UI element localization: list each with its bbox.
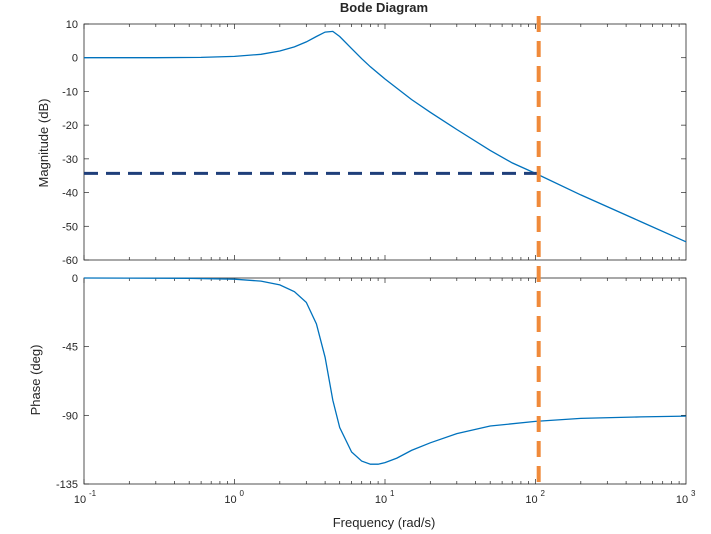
xtick-label: 10 (375, 494, 387, 506)
phase-ytick-label: 0 (72, 273, 78, 285)
phase-axes-box (83, 277, 687, 485)
frequency-xlabel: Frequency (rad/s) (333, 515, 436, 530)
phase-ytick-label: -90 (62, 410, 78, 422)
magnitude-ytick-label: -40 (62, 188, 78, 200)
phase-ylabel: Phase (deg) (28, 345, 43, 416)
phase-ytick-label: -135 (56, 479, 78, 491)
xtick-exponent: 0 (240, 489, 245, 498)
xtick-label: 10 (224, 494, 236, 506)
magnitude-ytick-label: -20 (62, 120, 78, 132)
magnitude-ytick-label: 0 (72, 53, 78, 65)
magnitude-axes-box (83, 23, 687, 261)
magnitude-panel: 10 0 -10 -20 -30 -40 -50 -60 (62, 19, 687, 267)
magnitude-ytick-label: -60 (62, 255, 78, 267)
xtick-label: 10 (676, 494, 688, 506)
magnitude-ytick-label: 10 (66, 19, 78, 31)
xtick-exponent: 2 (541, 489, 546, 498)
magnitude-ytick-label: -10 (62, 86, 78, 98)
xtick-exponent: 3 (691, 489, 696, 498)
phase-series-line (83, 277, 687, 465)
magnitude-ylabel: Magnitude (dB) (36, 99, 51, 188)
xtick-label: 10 (74, 494, 86, 506)
xtick-label: 10 (525, 494, 537, 506)
phase-ytick-label: -45 (62, 342, 78, 354)
xtick-exponent: -1 (89, 489, 97, 498)
magnitude-ytick-label: -50 (62, 221, 78, 233)
chart-title: Bode Diagram (340, 0, 428, 15)
magnitude-series-line (84, 30, 687, 243)
xtick-exponent: 1 (390, 489, 395, 498)
magnitude-ytick-label: -30 (62, 154, 78, 166)
